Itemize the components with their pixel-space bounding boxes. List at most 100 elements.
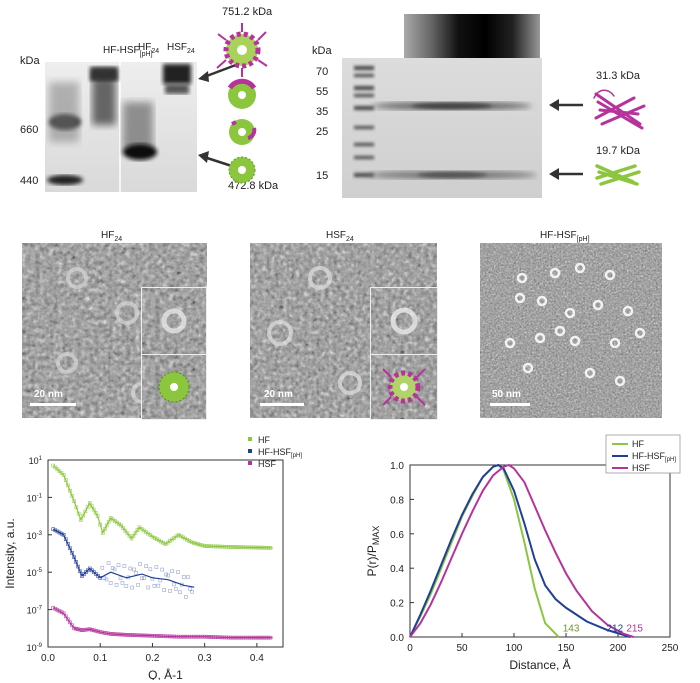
saxs-data-point [218, 544, 222, 549]
saxs-data-point [168, 589, 172, 593]
saxs-data-point [260, 635, 264, 640]
saxs-series-line [52, 607, 273, 639]
saxs-data-point [241, 545, 246, 550]
saxs-data-point [124, 584, 129, 588]
pr-series-line-0 [409, 463, 560, 638]
saxs-series-0 [51, 463, 273, 550]
tem-inset-hf24 [141, 287, 207, 355]
saxs-data-point [148, 633, 153, 638]
saxs-data-point [185, 634, 190, 639]
saxs-data-point [78, 627, 82, 632]
pr-y-tick-label: 0.6 [390, 530, 404, 541]
saxs-data-point [118, 632, 123, 637]
pr-x-tick-label: 0 [407, 643, 413, 654]
saxs-data-point [262, 635, 267, 640]
saxs-data-point [114, 583, 119, 587]
saxs-data-point [104, 577, 109, 582]
mass-31: 31.3 kDa [596, 70, 641, 82]
saxs-data-point [128, 633, 133, 637]
saxs-data-point [165, 634, 170, 639]
saxs-data-point [51, 463, 56, 468]
saxs-data-point [140, 633, 145, 638]
saxs-plot-frame [47, 459, 284, 648]
saxs-data-point [125, 531, 130, 536]
saxs-data-point [83, 509, 88, 514]
tem-image-hfhsf: 50 nm [480, 243, 662, 418]
saxs-data-point [61, 611, 66, 616]
hsf-monomer-structure [593, 89, 646, 130]
saxs-data-point [144, 564, 148, 568]
saxs-data-point [146, 585, 151, 590]
saxs-data-point [228, 635, 233, 640]
saxs-data-point [202, 544, 207, 548]
saxs-data-point [198, 634, 203, 639]
saxs-data-point [126, 575, 131, 580]
cage-mix-icon-2 [229, 119, 257, 145]
saxs-data-point [86, 627, 90, 632]
saxs-data-point [120, 632, 125, 637]
saxs-data-point [59, 471, 64, 475]
saxs-data-point [266, 635, 271, 640]
saxs-data-point [211, 635, 216, 639]
pr-x-tick-label: 50 [456, 643, 468, 654]
saxs-data-point [222, 635, 227, 640]
saxs-data-point [226, 545, 231, 549]
saxs-data-point [237, 635, 241, 640]
saxs-legend-marker [248, 437, 252, 441]
saxs-data-point [205, 634, 209, 639]
saxs-legend-marker [248, 461, 252, 465]
pr-annotation-215: 215 [626, 624, 643, 635]
pr-y-tick-label: 0.0 [390, 633, 404, 644]
saxs-data-point [108, 581, 113, 585]
saxs-data-point [138, 562, 142, 566]
saxs-y-tick-label: 10-9 [27, 643, 43, 653]
saxs-data-point [209, 635, 213, 639]
saxs-data-point [157, 634, 161, 638]
saxs-data-point [152, 634, 157, 638]
sds-marker-25: 25 [316, 126, 329, 138]
saxs-data-point [245, 545, 250, 550]
saxs-data-point [93, 511, 98, 515]
tem-title-hfhsf: HF-HSF[pH] [540, 230, 590, 243]
saxs-data-point [196, 542, 200, 546]
saxs-data-point [150, 633, 155, 638]
saxs-data-point [106, 631, 111, 636]
pr-y-tick-label: 0.8 [390, 495, 404, 506]
saxs-data-point [154, 565, 159, 569]
saxs-y-tick-label: 10-5 [27, 568, 43, 578]
saxs-data-point [53, 528, 58, 533]
saxs-data-point [140, 576, 144, 581]
saxs-data-point [120, 581, 125, 585]
saxs-data-point [131, 533, 136, 538]
saxs-data-point [170, 634, 174, 639]
cage-mix-icon-1 [227, 78, 257, 109]
saxs-data-point [61, 473, 66, 477]
saxs-data-point [222, 544, 227, 549]
saxs-legend-label: HSF [258, 459, 277, 469]
sds-marker-35: 35 [316, 106, 329, 118]
saxs-data-point [190, 589, 194, 594]
saxs-data-point [146, 633, 151, 638]
saxs-data-point [220, 635, 224, 640]
saxs-data-point [124, 633, 129, 637]
saxs-data-point [66, 617, 70, 622]
pr-series-line-2 [409, 463, 634, 638]
saxs-data-point [172, 582, 176, 587]
saxs-data-point [239, 635, 244, 640]
pr-chart: 0 50 100 150 200 250 0.0 0.2 0.4 0.6 0.8 1.0 Distanc… [365, 434, 681, 672]
saxs-y-axis-label: Intensity, a.u. [3, 518, 17, 588]
saxs-data-point [68, 546, 72, 551]
sds-gel-top-strip [404, 14, 540, 58]
native-gel-kda-label: kDa [20, 55, 40, 67]
saxs-data-point [51, 605, 56, 610]
saxs-data-point [136, 583, 140, 587]
saxs-data-point [241, 635, 246, 640]
saxs-data-point [264, 635, 269, 640]
saxs-data-point [196, 634, 200, 639]
native-gel-image [45, 62, 197, 192]
pr-x-tick-label: 100 [506, 643, 523, 654]
saxs-data-point [164, 572, 168, 577]
saxs-data-point [191, 541, 196, 545]
saxs-data-point [102, 527, 107, 531]
saxs-data-point [110, 632, 115, 636]
